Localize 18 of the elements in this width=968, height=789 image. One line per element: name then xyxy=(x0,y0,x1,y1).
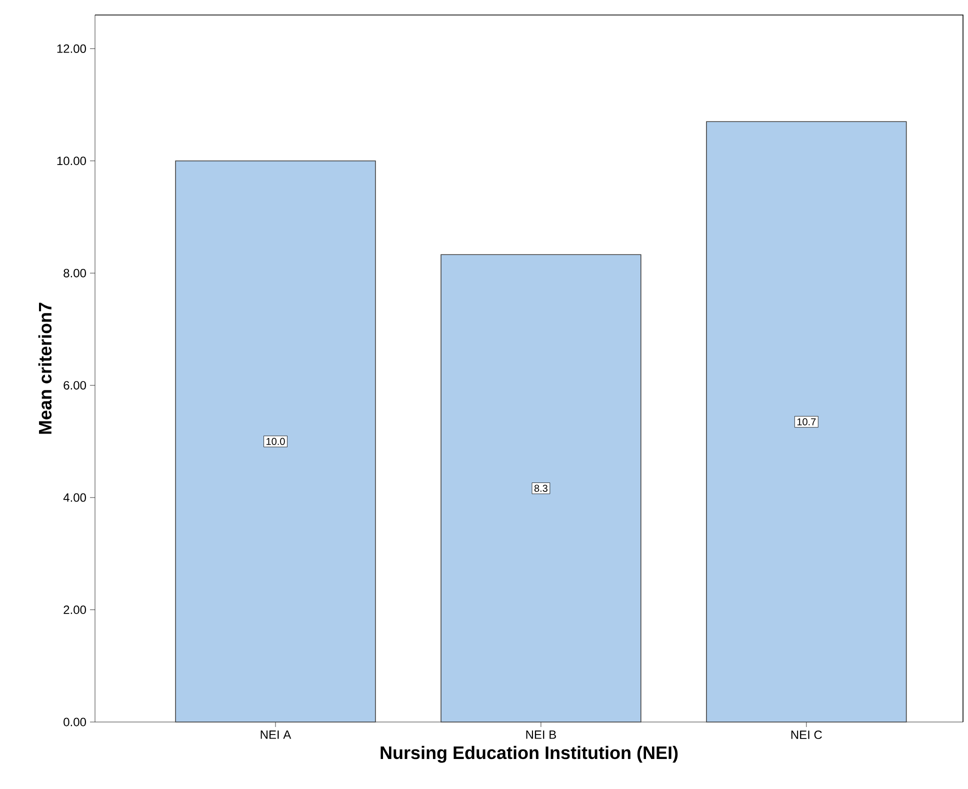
bar xyxy=(175,160,376,722)
data-label: 8.3 xyxy=(534,484,548,492)
y-tick-label: 0.00 xyxy=(64,718,86,726)
y-tick-label: 8.00 xyxy=(64,268,86,278)
x-tick-label: NEI C xyxy=(791,730,822,740)
y-tick-label: 10.00 xyxy=(57,156,86,166)
y-tick-label: 6.00 xyxy=(64,381,86,390)
y-tick-label: 12.00 xyxy=(57,44,86,53)
x-tick-label: NEI B xyxy=(526,730,556,739)
y-tick-label: 2.00 xyxy=(64,606,86,614)
y-tick-label: 4.00 xyxy=(63,493,86,502)
data-label: 10.0 xyxy=(266,438,285,445)
x-axis-title: Nursing Education Institution (NEI) xyxy=(380,746,678,763)
x-tick-label: NEI A xyxy=(260,730,292,739)
y-axis-title: Mean criterion7 xyxy=(38,302,52,434)
bar xyxy=(440,254,642,722)
data-label: 10.7 xyxy=(797,418,816,426)
bar xyxy=(706,121,907,722)
